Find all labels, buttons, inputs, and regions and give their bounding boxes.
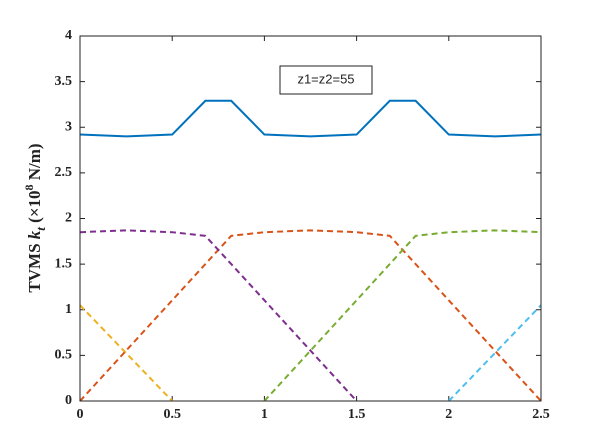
- series-line: [79, 304, 173, 402]
- x-tick-label: 0.5: [163, 407, 181, 422]
- series-line: [79, 229, 358, 402]
- x-tick-label: 0: [77, 407, 84, 422]
- y-tick-label: 4: [65, 28, 72, 43]
- series-line: [79, 229, 542, 402]
- y-tick-label: 2: [65, 211, 72, 226]
- y-label-superscript: 8: [22, 184, 36, 190]
- series-line: [79, 99, 542, 138]
- y-tick-label: 1: [65, 302, 72, 317]
- annotation: z1=z2=55: [297, 71, 354, 86]
- y-label-text: (×10: [25, 190, 44, 227]
- y-label-text: N/m): [25, 143, 44, 184]
- y-tick-label: 1.5: [55, 256, 73, 271]
- x-tick-label: 1: [261, 407, 268, 422]
- x-tick-label: 2.5: [532, 407, 550, 422]
- annotation-box: [279, 65, 373, 95]
- y-tick-label: 3.5: [55, 74, 73, 89]
- axes-box: [79, 35, 542, 402]
- y-tick-label: 0.5: [55, 348, 73, 363]
- y-axis-label: TVMS kt (×108 N/m): [22, 143, 48, 292]
- y-tick-label: 3: [65, 119, 72, 134]
- y-label-symbol: k: [25, 230, 44, 239]
- x-tick-label: 1.5: [348, 407, 366, 422]
- y-tick-label: 0: [65, 393, 72, 408]
- y-tick-label: 2.5: [55, 165, 73, 180]
- x-tick-label: 2: [445, 407, 452, 422]
- y-label-text: TVMS: [25, 239, 44, 292]
- y-label-subscript: t: [33, 227, 48, 231]
- plot-area: [80, 36, 541, 401]
- series-line: [448, 304, 542, 402]
